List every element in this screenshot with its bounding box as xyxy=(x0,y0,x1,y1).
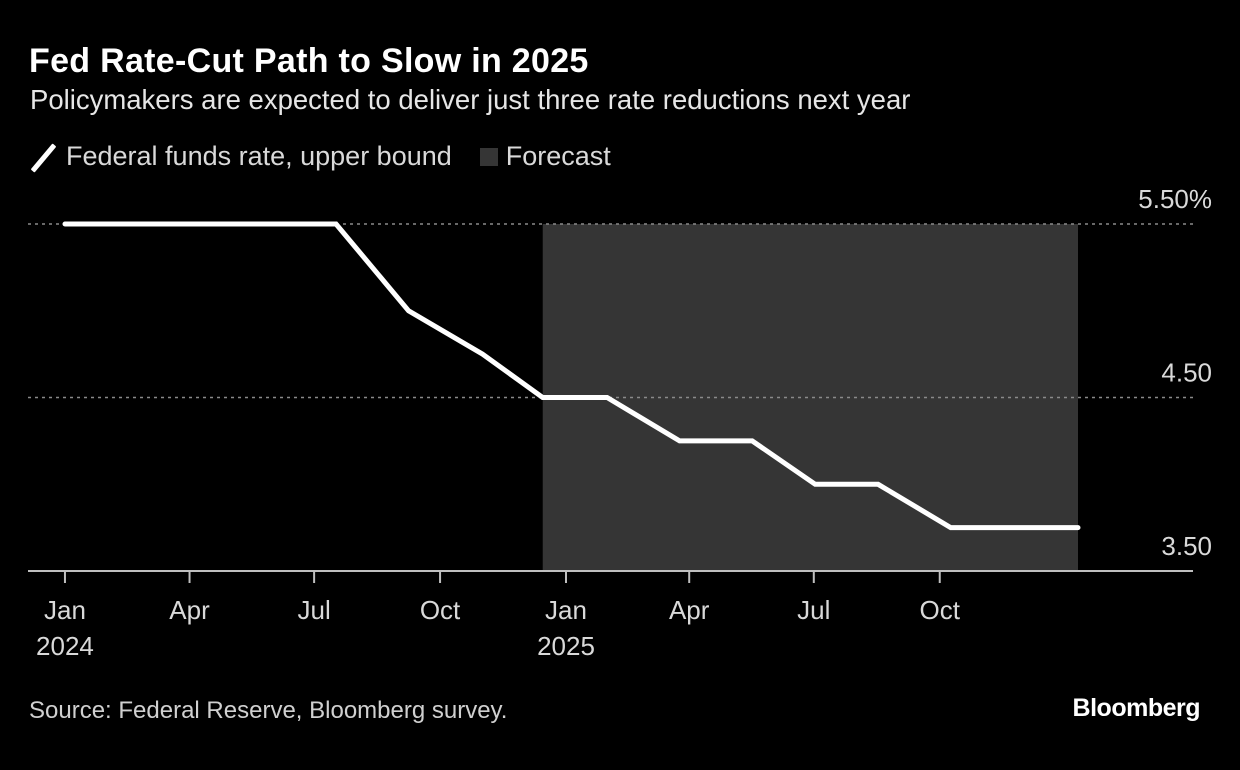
x-tick-label: Jan xyxy=(545,595,587,625)
legend: Federal funds rate, upper bound Forecast xyxy=(30,141,611,172)
x-tick-year-label: 2025 xyxy=(537,631,595,661)
x-tick-label: Oct xyxy=(420,595,461,625)
legend-series-label: Federal funds rate, upper bound xyxy=(66,141,452,171)
x-tick-label: Jul xyxy=(297,595,330,625)
chart-title: Fed Rate-Cut Path to Slow in 2025 xyxy=(29,42,589,80)
bloomberg-logo: Bloomberg xyxy=(1072,694,1201,722)
x-tick-year-label: 2024 xyxy=(36,631,94,661)
y-tick-label: 4.50 xyxy=(1161,358,1212,388)
legend-forecast-label: Forecast xyxy=(505,141,611,171)
x-tick-label: Jul xyxy=(797,595,830,625)
legend-forecast-swatch-icon xyxy=(479,147,498,166)
x-tick-label: Jan xyxy=(44,595,86,625)
x-tick-label: Apr xyxy=(669,595,710,625)
y-tick-label: 5.50% xyxy=(1138,184,1212,214)
chart-subtitle: Policymakers are expected to deliver jus… xyxy=(30,84,911,115)
series-line-fed-funds-rate xyxy=(62,221,1081,531)
x-tick-label: Apr xyxy=(169,595,210,625)
y-tick-label: 3.50 xyxy=(1161,531,1212,561)
x-tick-label: Oct xyxy=(920,595,961,625)
source-note: Source: Federal Reserve, Bloomberg surve… xyxy=(29,697,508,724)
